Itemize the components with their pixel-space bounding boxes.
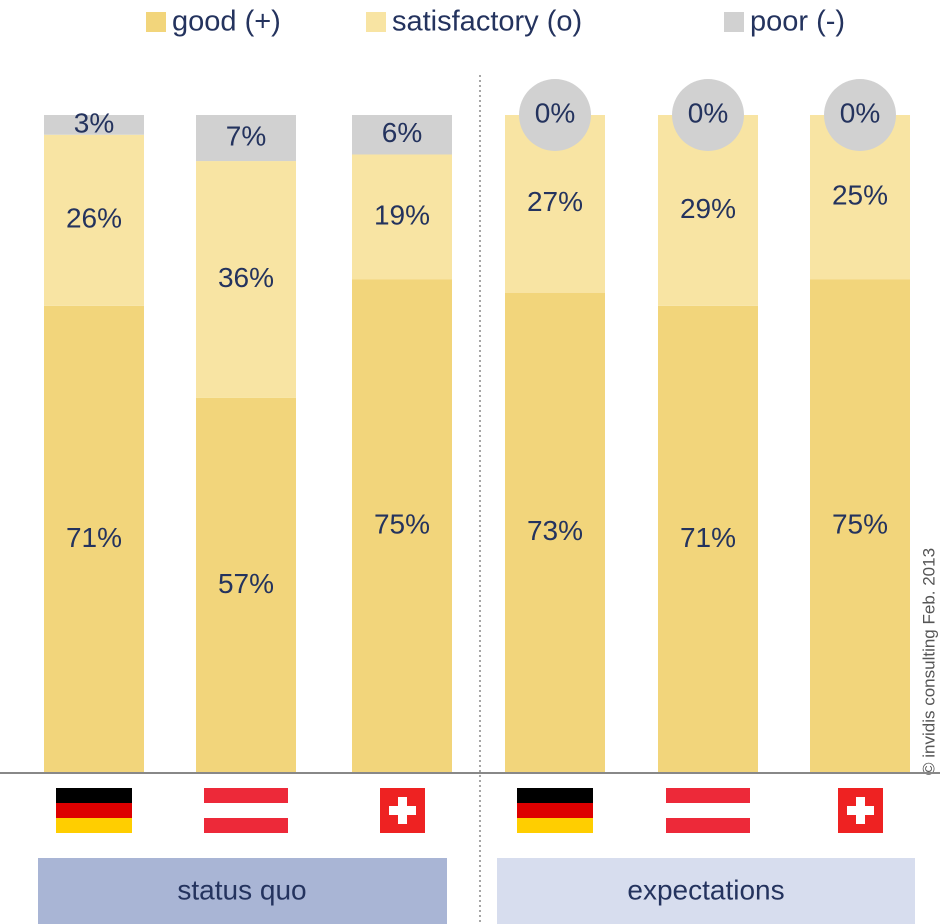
flag [517,803,593,818]
group-label: status quo [177,874,306,905]
legend-label: satisfactory (o) [392,6,582,38]
value-label: 27% [527,186,583,217]
flag [56,818,132,833]
value-label: 75% [832,509,888,540]
value-label: 6% [382,117,422,148]
value-label: 25% [832,180,888,211]
flag [517,818,593,833]
footnote: © invidis consulting Feb. 2013 [919,548,938,775]
value-label: 19% [374,199,430,230]
flag [517,788,593,803]
value-label: 73% [527,515,583,546]
value-label: 0% [535,97,575,128]
value-label: 0% [840,97,880,128]
flag [666,788,750,803]
bar-segment [44,305,144,773]
bar-segment [196,161,296,398]
legend-swatch [724,12,744,32]
value-label: 3% [74,107,114,138]
flag [204,803,288,818]
value-label: 75% [374,509,430,540]
legend-swatch [366,12,386,32]
legend-swatch [146,12,166,32]
value-label: 26% [66,203,122,234]
value-label: 29% [680,193,736,224]
value-label: 0% [688,97,728,128]
flag [666,818,750,833]
flag [204,788,288,803]
group-box [38,858,447,924]
bar-segment [196,397,296,773]
flag [847,806,874,815]
bar-segment [196,115,296,162]
group-label: expectations [627,874,784,905]
bar-segment [658,305,758,773]
flag [666,803,750,818]
bar-segment [44,134,144,306]
zero-badge [519,79,591,151]
flag [56,788,132,803]
zero-badge [824,79,896,151]
bar-segment [352,279,452,773]
bar-segment [810,279,910,773]
group-box [497,858,915,924]
bar-segment [44,115,144,135]
bar-segment [505,292,605,773]
flag [56,803,132,818]
zero-badge [672,79,744,151]
bar-segment [352,115,452,155]
legend-label: good (+) [172,6,281,38]
value-label: 71% [680,522,736,553]
value-label: 36% [218,262,274,293]
flag [204,818,288,833]
flag [389,806,416,815]
value-label: 7% [226,120,266,151]
legend-label: poor (-) [750,6,845,38]
value-label: 57% [218,568,274,599]
bar-segment [352,154,452,280]
value-label: 71% [66,522,122,553]
